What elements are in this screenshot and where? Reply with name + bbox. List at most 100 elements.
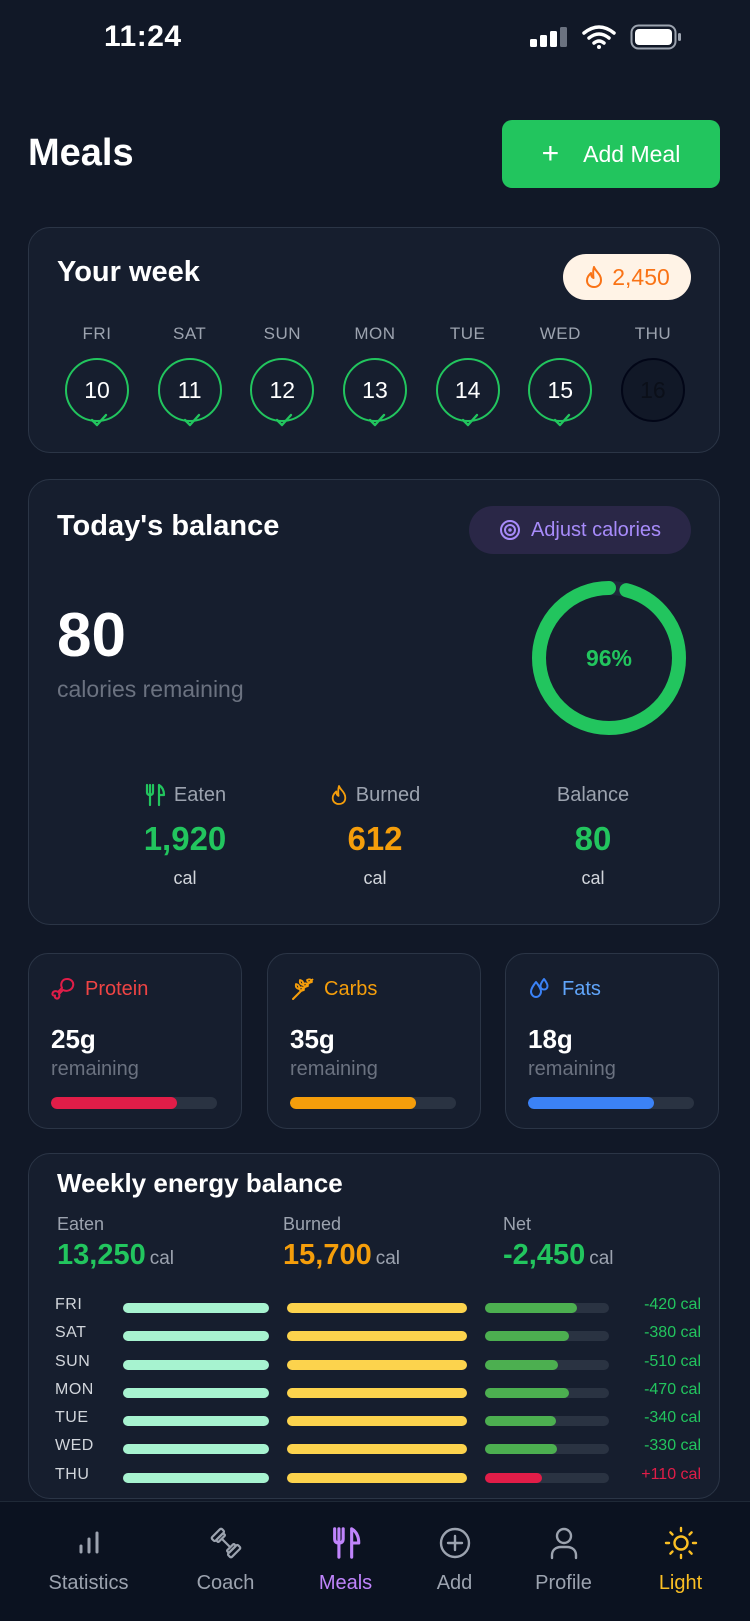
energy-row-net: -510 cal	[644, 1352, 701, 1370]
balance-label: Balance	[556, 783, 630, 806]
energy-row: WED -330 cal	[55, 1435, 701, 1463]
energy-row: MON -470 cal	[55, 1379, 701, 1407]
week-day-name: SUN	[263, 324, 302, 343]
carbs-value: 35g	[290, 1024, 335, 1054]
net-bar-track	[485, 1303, 609, 1313]
carbs-card[interactable]: Carbs 35g remaining	[267, 953, 481, 1129]
nav-profile-label: Profile	[535, 1572, 592, 1594]
calorie-progress-ring: 96%	[529, 578, 689, 738]
status-time: 11:24	[104, 20, 182, 53]
week-day-date: 15	[547, 376, 574, 403]
add-meal-label: Add Meal	[583, 140, 681, 167]
nav-meals-label: Meals	[318, 1572, 373, 1594]
net-bar-fill	[485, 1331, 570, 1342]
weekly-net-value: -2,450	[503, 1239, 586, 1271]
status-bar: 11:24	[0, 0, 750, 80]
burned-unit: cal	[363, 868, 387, 888]
week-day[interactable]: TUE 14	[435, 324, 500, 427]
week-day-name: WED	[539, 324, 581, 343]
nav-light-label: Light	[658, 1572, 703, 1594]
week-day[interactable]: FRI 10	[65, 324, 129, 427]
check-icon	[183, 413, 200, 427]
page-header: Meals + Add Meal	[28, 120, 720, 188]
wheat-icon	[292, 978, 314, 1000]
status-icons	[528, 24, 682, 50]
eaten-bar	[123, 1303, 269, 1313]
net-bar-track	[485, 1331, 609, 1342]
protein-card[interactable]: Protein 25g remaining	[28, 953, 242, 1129]
week-day-name: SAT	[173, 324, 207, 343]
week-day-circle: 13	[342, 358, 407, 427]
eaten-bar	[123, 1416, 269, 1427]
net-bar-fill	[485, 1416, 556, 1427]
nav-statistics[interactable]: Statistics	[26, 1502, 151, 1621]
add-meal-button[interactable]: + Add Meal	[502, 120, 720, 188]
week-day-circle: 11	[157, 358, 222, 427]
week-day[interactable]: SAT 11	[157, 324, 222, 427]
your-week-card: Your week 2,450 FRI 10 SAT 11 SUN 12 MON 13 TUE 1…	[28, 227, 720, 453]
fats-value: 18g	[528, 1024, 573, 1054]
user-icon	[550, 1527, 577, 1560]
balance-unit: cal	[581, 868, 605, 888]
weekly-energy-title: Weekly energy balance	[57, 1168, 343, 1198]
nav-light-theme[interactable]: Light	[618, 1502, 743, 1621]
week-day-date: 14	[454, 376, 481, 403]
week-day[interactable]: MON 13	[342, 324, 407, 427]
balance-stat: Balance 80 cal	[493, 782, 693, 889]
week-day-date: 16	[640, 376, 666, 403]
calories-remaining-value: 80	[57, 601, 126, 670]
net-bar-fill	[485, 1387, 570, 1398]
week-day-name: TUE	[449, 324, 486, 343]
week-day[interactable]: WED 15	[528, 324, 593, 427]
energy-row-net: -330 cal	[644, 1437, 701, 1455]
nav-meals[interactable]: Meals	[283, 1502, 408, 1621]
utensils-icon	[145, 783, 165, 807]
energy-row: SUN -510 cal	[55, 1351, 701, 1379]
weekly-eaten-summary: Eaten 13,250 cal	[57, 1214, 174, 1272]
nav-coach[interactable]: Coach	[163, 1502, 288, 1621]
burned-value: 612	[347, 820, 403, 857]
burned-bar	[287, 1303, 467, 1313]
weekly-eaten-unit: cal	[149, 1248, 174, 1269]
nav-statistics-label: Statistics	[48, 1572, 129, 1594]
energy-row: FRI -420 cal	[55, 1294, 701, 1322]
weekly-burned-value: 15,700	[283, 1239, 372, 1271]
macro-progress-fill	[290, 1097, 417, 1109]
utensils-icon	[332, 1527, 360, 1559]
check-icon	[461, 413, 478, 427]
carbs-label: Carbs	[324, 977, 378, 1000]
plus-icon: +	[541, 137, 560, 170]
net-bar-fill	[485, 1444, 557, 1455]
burned-bar	[287, 1331, 467, 1342]
energy-row-day: THU	[55, 1465, 90, 1483]
energy-row-net: -420 cal	[644, 1296, 701, 1313]
energy-row-net: +110 cal	[641, 1465, 701, 1483]
burned-label: Burned	[355, 783, 421, 806]
nav-add[interactable]: Add	[392, 1502, 517, 1621]
wifi-icon	[582, 25, 616, 49]
adjust-calories-button[interactable]: Adjust calories	[469, 506, 691, 554]
weekly-eaten-value: 13,250	[57, 1239, 146, 1271]
eaten-bar	[123, 1331, 269, 1342]
net-bar-track	[485, 1359, 609, 1370]
eaten-stat: Eaten 1,920 cal	[85, 782, 285, 889]
nav-profile[interactable]: Profile	[501, 1502, 626, 1621]
calorie-streak-badge[interactable]: 2,450	[563, 254, 691, 300]
net-bar-fill	[485, 1303, 577, 1313]
macro-progress-fill	[51, 1097, 178, 1109]
week-day[interactable]: THU 16	[620, 324, 685, 422]
fats-card[interactable]: Fats 18g remaining	[505, 953, 719, 1129]
carbs-sub: remaining	[290, 1058, 378, 1080]
net-bar-fill	[485, 1472, 543, 1483]
week-day-date: 10	[84, 376, 110, 403]
energy-row-day: MON	[55, 1380, 94, 1398]
nav-add-label: Add	[436, 1572, 473, 1594]
weekly-burned-summary: Burned 15,700 cal	[283, 1214, 400, 1272]
week-day-date: 13	[362, 376, 388, 403]
burned-bar	[287, 1359, 467, 1370]
week-day-date: 11	[177, 376, 202, 403]
daily-energy-rows: FRI -420 cal SAT -380 cal SUN -510 cal MON -470…	[55, 1294, 701, 1492]
week-day[interactable]: SUN 12	[250, 324, 315, 427]
energy-row-day: SUN	[55, 1352, 91, 1370]
burned-bar	[287, 1444, 467, 1455]
